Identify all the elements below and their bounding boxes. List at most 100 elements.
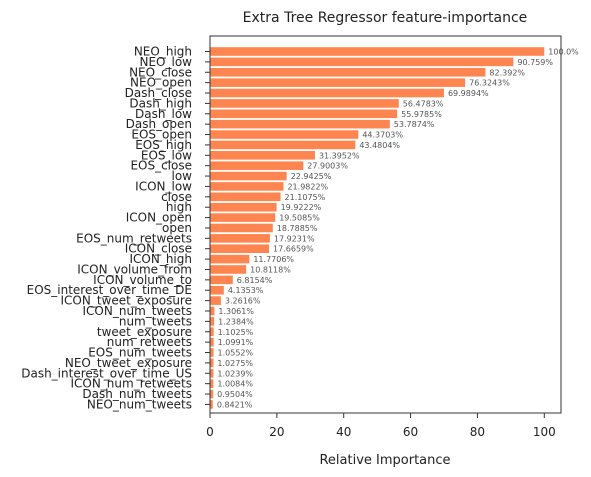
bar-num_tweets — [210, 317, 215, 326]
bar-num_retweets — [210, 337, 214, 347]
y-tick-label: EOS_num_tweets — [88, 346, 192, 360]
bar-Dash_low — [210, 109, 398, 119]
bar-low — [210, 171, 287, 181]
data-label: 6.8154% — [237, 276, 273, 285]
data-label: 1.0239% — [217, 369, 253, 378]
y-tick-label: ICON_close — [125, 242, 192, 256]
data-label: 1.3061% — [218, 307, 254, 316]
bar-ICON_num_tweets — [210, 306, 215, 316]
bar-open — [210, 223, 273, 233]
y-tick-label: EOS_interest_over_time_DE — [27, 283, 192, 297]
y-tick-label: ICON_tweet_exposure — [61, 294, 192, 308]
y-tick-label: EOS_low — [141, 148, 192, 162]
y-tick-label: NEO_num_tweets — [87, 397, 192, 411]
bar-Dash_num_tweets — [210, 389, 214, 399]
data-label: 100.0% — [548, 48, 579, 57]
data-label: 19.5085% — [279, 214, 320, 223]
bar-EOS_low — [210, 151, 315, 160]
x-tick-label: 20 — [269, 425, 284, 439]
y-tick-label: NEO_low — [140, 55, 193, 69]
y-tick-label: close — [161, 190, 192, 204]
data-label: 1.2384% — [218, 317, 254, 326]
bar-EOS_open — [210, 130, 359, 139]
y-tick-label: EOS_num_retweets — [76, 231, 192, 245]
bar-ICON_volume_from — [210, 265, 247, 274]
bars-group — [210, 47, 545, 409]
y-tick-label: num_retweets — [107, 335, 192, 349]
bar-close — [210, 192, 281, 202]
bar-NEO_close — [210, 67, 486, 77]
bar-ICON_open — [210, 213, 276, 222]
bar-EOS_interest_over_time_DE — [210, 285, 224, 295]
y-tick-label: ICON_num_tweets — [83, 304, 192, 318]
data-label: 53.7874% — [394, 120, 435, 129]
data-label: 43.4804% — [359, 141, 400, 150]
y-tick-label: NEO_tweet_exposure — [65, 356, 192, 370]
y-tick-label: Dash_num_tweets — [82, 387, 192, 401]
y-tick-label: EOS_high — [135, 138, 192, 152]
y-tick-label: Dash_low — [135, 107, 192, 121]
bar-Dash_interest_over_time_US — [210, 368, 214, 378]
x-axis-label: Relative Importance — [319, 453, 450, 468]
bar-Dash_open — [210, 119, 390, 129]
x-tick-label: 80 — [470, 425, 485, 439]
y-tick-label: ICON_volume_from — [77, 262, 192, 276]
bar-tweet_exposure — [210, 327, 214, 337]
plot-frame — [209, 35, 562, 414]
y-tick-label: Dash_open — [126, 117, 192, 131]
y-tick-label: num_tweets — [119, 314, 192, 328]
bar-ICON_tweet_exposure — [210, 296, 221, 305]
data-label: 22.9425% — [291, 172, 332, 181]
y-tick-label: high — [166, 200, 192, 214]
bar-NEO_tweet_exposure — [210, 358, 214, 368]
data-label: 18.7885% — [277, 224, 318, 233]
bar-Dash_close — [210, 88, 444, 98]
bar-EOS_high — [210, 140, 356, 150]
bar-NEO_high — [210, 47, 545, 56]
y-tick-label: Dash_interest_over_time_US — [21, 366, 192, 380]
bar-high — [210, 202, 277, 212]
data-label: 27.9003% — [307, 162, 348, 171]
bar-NEO_open — [210, 78, 466, 87]
y-tick-label: ICON_num_retweets — [70, 377, 192, 391]
x-ticks: 0 20 40 60 80 100 — [206, 413, 556, 439]
bar-ICON_close — [210, 244, 270, 254]
data-label: 17.9231% — [274, 234, 315, 243]
data-label: 10.8118% — [250, 265, 291, 274]
data-label: 1.0275% — [217, 359, 253, 368]
y-tick-label: NEO_close — [129, 65, 192, 79]
bar-NEO_low — [210, 57, 514, 67]
bar-NEO_num_tweets — [210, 400, 213, 409]
bar-EOS_num_retweets — [210, 234, 270, 243]
y-tick-label: NEO_open — [130, 76, 192, 90]
data-label: 44.3703% — [362, 131, 403, 140]
y-tick-label: ICON_high — [129, 252, 192, 266]
data-label: 0.9504% — [217, 390, 253, 399]
y-tick-label: EOS_close — [130, 159, 192, 173]
x-tick-label: 40 — [336, 425, 351, 439]
bar-ICON_num_retweets — [210, 379, 214, 388]
data-label: 31.3952% — [319, 151, 360, 160]
y-tick-label: open — [162, 221, 192, 235]
data-label: 1.0552% — [218, 349, 254, 358]
y-tick-label: tweet_exposure — [97, 325, 192, 339]
x-tick-label: 100 — [533, 425, 556, 439]
y-tick-label: NEO_high — [134, 45, 192, 59]
data-label: 4.1353% — [228, 286, 264, 295]
data-label: 1.0084% — [217, 380, 253, 389]
data-label: 0.8421% — [217, 400, 253, 409]
y-tick-label: ICON_low — [135, 179, 192, 193]
data-label: 19.9222% — [281, 203, 322, 212]
data-label: 1.0991% — [218, 338, 254, 347]
data-label: 90.759% — [517, 58, 553, 67]
data-label: 69.9894% — [448, 89, 489, 98]
x-tick-label: 0 — [206, 425, 214, 439]
data-label: 1.1025% — [218, 328, 254, 337]
x-tick-label: 60 — [403, 425, 418, 439]
bar-EOS_num_tweets — [210, 348, 214, 357]
data-label: 56.4783% — [403, 99, 444, 108]
data-label: 3.2616% — [225, 297, 261, 306]
y-tick-labels: NEO_highNEO_lowNEO_closeNEO_openDash_clo… — [21, 45, 210, 411]
data-label: 21.1075% — [285, 193, 326, 202]
bar-Dash_high — [210, 99, 399, 108]
